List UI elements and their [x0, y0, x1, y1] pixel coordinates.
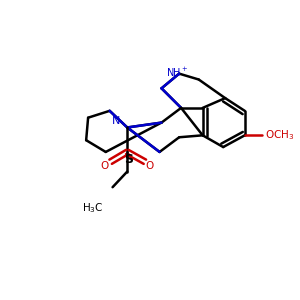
- Text: H$_3$C: H$_3$C: [82, 201, 104, 215]
- Text: S: S: [124, 153, 133, 166]
- Text: O: O: [100, 161, 109, 171]
- Text: NH$^+$: NH$^+$: [167, 65, 189, 79]
- Text: N: N: [112, 116, 120, 126]
- Text: O: O: [146, 161, 154, 171]
- Text: OCH$_3$: OCH$_3$: [265, 128, 295, 142]
